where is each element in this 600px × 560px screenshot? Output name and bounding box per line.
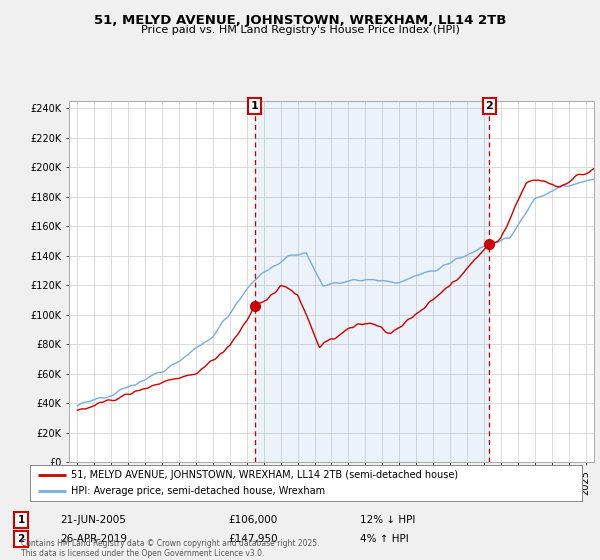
Text: 2: 2 xyxy=(17,534,25,544)
Text: 12% ↓ HPI: 12% ↓ HPI xyxy=(360,515,415,525)
Text: 1: 1 xyxy=(17,515,25,525)
Text: 51, MELYD AVENUE, JOHNSTOWN, WREXHAM, LL14 2TB (semi-detached house): 51, MELYD AVENUE, JOHNSTOWN, WREXHAM, LL… xyxy=(71,470,458,479)
Bar xyxy=(255,101,490,462)
Text: 21-JUN-2005: 21-JUN-2005 xyxy=(60,515,126,525)
Text: Contains HM Land Registry data © Crown copyright and database right 2025.
This d: Contains HM Land Registry data © Crown c… xyxy=(21,539,320,558)
Text: £106,000: £106,000 xyxy=(228,515,277,525)
Text: 51, MELYD AVENUE, JOHNSTOWN, WREXHAM, LL14 2TB: 51, MELYD AVENUE, JOHNSTOWN, WREXHAM, LL… xyxy=(94,14,506,27)
Text: Price paid vs. HM Land Registry's House Price Index (HPI): Price paid vs. HM Land Registry's House … xyxy=(140,25,460,35)
Text: 1: 1 xyxy=(251,101,259,111)
Text: 4% ↑ HPI: 4% ↑ HPI xyxy=(360,534,409,544)
Text: 26-APR-2019: 26-APR-2019 xyxy=(60,534,127,544)
Text: £147,950: £147,950 xyxy=(228,534,278,544)
Text: HPI: Average price, semi-detached house, Wrexham: HPI: Average price, semi-detached house,… xyxy=(71,487,326,496)
Text: 2: 2 xyxy=(485,101,493,111)
